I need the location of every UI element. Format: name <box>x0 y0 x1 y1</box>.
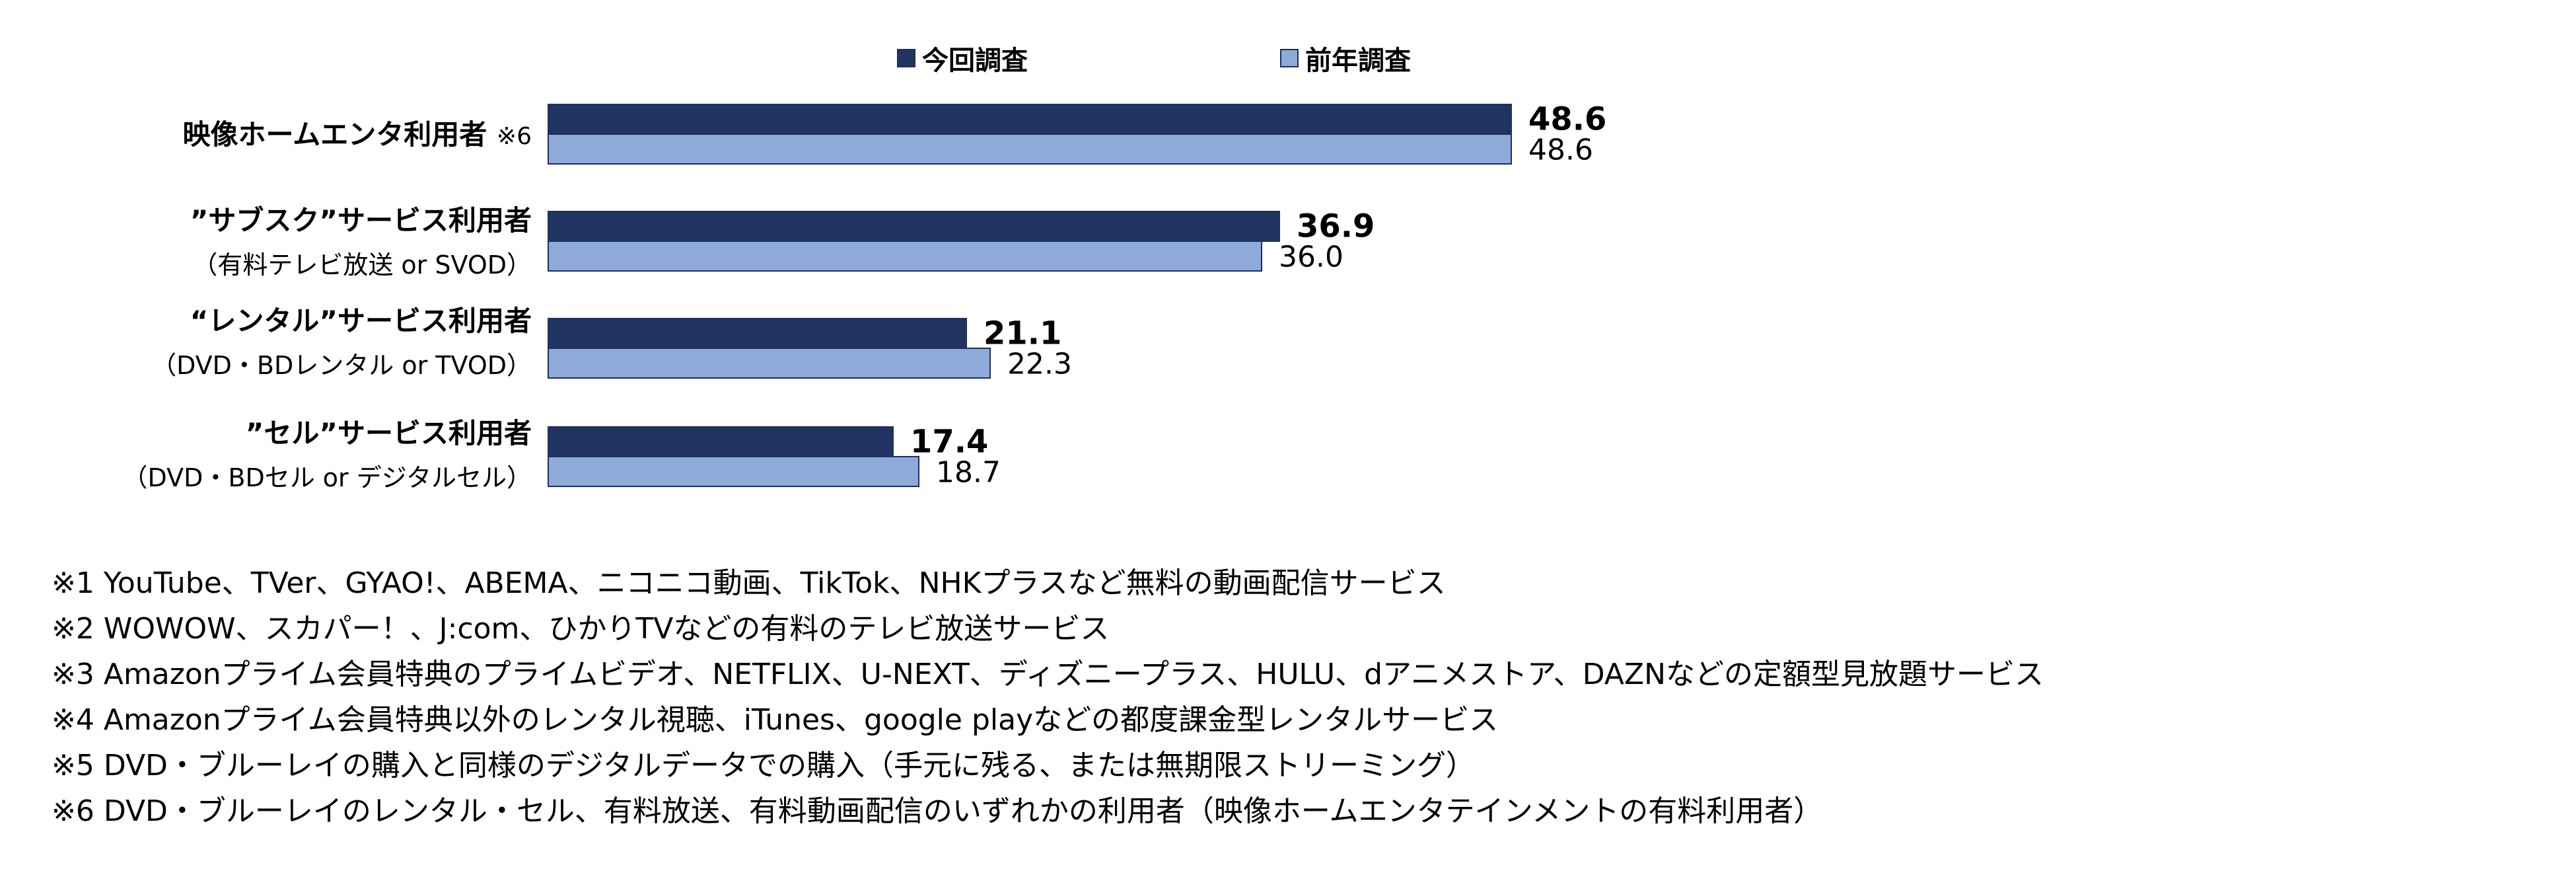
category-name-2: “レンタル”サービス利用者 <box>190 305 532 337</box>
bar-current-2 <box>548 318 967 349</box>
footnotes: ※1 YouTube、TVer、GYAO!、ABEMA、ニコニコ動画、TikTo… <box>52 560 2495 834</box>
bar-previous-0 <box>548 133 1512 165</box>
data-label-current-1: 36.9 <box>1297 208 1375 245</box>
bar-current-1 <box>548 211 1280 242</box>
data-label-current-3: 17.4 <box>910 424 988 461</box>
category-note-0: ※6 <box>496 123 532 150</box>
legend-item-current: 今回調査 <box>897 38 1028 78</box>
bar-current-3 <box>548 426 894 457</box>
legend-item-previous: 前年調査 <box>1280 38 1411 78</box>
data-label-previous-0: 48.6 <box>1528 133 1593 167</box>
legend-swatch-current <box>897 49 915 67</box>
category-sub-2: （DVD・BDレンタル or TVOD） <box>151 351 532 380</box>
bars-svg: 48.6 36.9 21.1 17.4 48.6 36.0 22.3 18.7 <box>548 101 1606 490</box>
legend-label-previous: 前年調査 <box>1305 46 1411 76</box>
category-name-1: ”サブスク”サービス利用者 <box>190 204 532 237</box>
bar-current-0 <box>548 104 1512 135</box>
bar-previous-2 <box>548 348 991 379</box>
legend-swatch-previous <box>1280 49 1299 67</box>
bar-previous-3 <box>548 456 919 487</box>
legend-label-current: 今回調査 <box>922 46 1028 76</box>
data-label-previous-3: 18.7 <box>936 456 1001 490</box>
data-label-previous-2: 22.3 <box>1007 348 1072 381</box>
bar-previous-1 <box>548 241 1262 272</box>
footnote-1: ※1 YouTube、TVer、GYAO!、ABEMA、ニコニコ動画、TikTo… <box>52 566 1446 600</box>
category-sub-3: （DVD・BDセル or デジタルセル） <box>122 463 532 492</box>
footnote-3: ※3 Amazonプライム会員特典のプライムビデオ、NETFLIX、U-NEXT… <box>52 658 2044 691</box>
data-label-current-0: 48.6 <box>1528 101 1606 138</box>
category-name-3: ”セル”サービス利用者 <box>245 417 532 449</box>
data-label-current-2: 21.1 <box>984 315 1061 352</box>
category-labels: 映像ホームエンタ利用者 ※6 ”サブスク”サービス利用者 （有料テレビ放送 or… <box>0 0 532 515</box>
category-name-0: 映像ホームエンタ利用者 <box>182 118 487 151</box>
data-label-previous-1: 36.0 <box>1279 241 1343 274</box>
footnote-5: ※5 DVD・ブルーレイの購入と同様のデジタルデータでの購入（手元に残る、または… <box>52 749 1476 782</box>
footnote-2: ※2 WOWOW、スカパー！、J:com、ひかりTVなどの有料のテレビ放送サービ… <box>52 612 1110 646</box>
category-label-0: 映像ホームエンタ利用者 ※6 <box>183 112 532 153</box>
bar-chart: 今回調査 前年調査 映像ホームエンタ利用者 ※6 ”サブスク”サービス利用者 （… <box>0 0 1607 515</box>
category-sub-1: （有料テレビ放送 or SVOD） <box>192 250 532 280</box>
footnote-6: ※6 DVD・ブルーレイのレンタル・セル、有料放送、有料動画配信のいずれかの利用… <box>52 794 1823 828</box>
footnote-4: ※4 Amazonプライム会員特典以外のレンタル視聴、iTunes、google… <box>52 703 1499 737</box>
